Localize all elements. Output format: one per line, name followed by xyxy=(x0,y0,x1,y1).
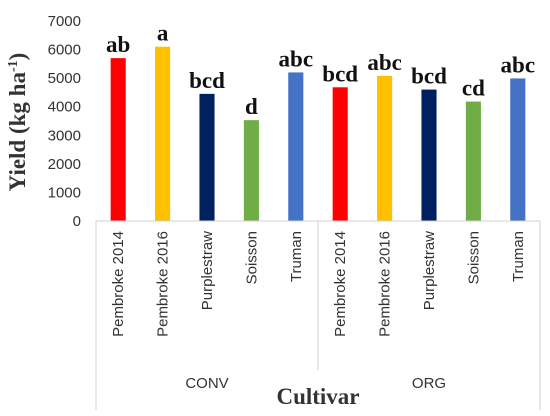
significance-letter: cd xyxy=(462,76,485,101)
group-label-conv: CONV xyxy=(185,375,228,392)
y-axis-title: Yield (kg ha-1) xyxy=(5,53,30,192)
y-tick-label: 0 xyxy=(73,213,81,230)
significance-letter: ab xyxy=(106,32,130,57)
bar-org-soisson xyxy=(465,101,481,221)
x-axis: Pembroke 2014 Pembroke 2016 Purplestraw Soi… xyxy=(95,220,541,410)
significance-letter: bcd xyxy=(189,68,225,93)
y-tick-label: 7000 xyxy=(48,13,81,30)
bar-conv-pembroke-2014 xyxy=(110,58,126,222)
category-label: Pembroke 2014 xyxy=(110,231,127,337)
bar-conv-pembroke-2016 xyxy=(155,46,171,221)
bar-conv-purplestraw xyxy=(199,93,215,221)
x-axis-title: Cultivar xyxy=(276,384,359,409)
category-label: Soisson xyxy=(243,231,260,284)
y-tick-label: 4000 xyxy=(48,99,81,116)
y-tick-label: 5000 xyxy=(48,70,81,87)
y-tick-label: 1000 xyxy=(48,184,81,201)
bars xyxy=(110,46,526,222)
y-axis-title-superscript: -1 xyxy=(6,60,21,72)
significance-letter: bcd xyxy=(322,61,358,86)
y-axis-title-close: ) xyxy=(5,53,30,61)
y-axis: 0 1000 2000 3000 4000 5000 6000 7000 xyxy=(48,13,81,230)
bar-conv-truman xyxy=(288,72,304,221)
significance-letter: abc xyxy=(279,46,314,71)
bar-conv-soisson xyxy=(243,120,259,221)
y-tick-label: 6000 xyxy=(48,42,81,59)
category-label: Pembroke 2014 xyxy=(332,231,349,337)
bar-org-purplestraw xyxy=(421,89,437,221)
significance-letter: d xyxy=(245,94,258,119)
category-label: Soisson xyxy=(465,231,482,284)
category-label: Purplestraw xyxy=(421,231,438,310)
category-label: Purplestraw xyxy=(199,231,216,310)
bar-org-pembroke-2016 xyxy=(377,75,393,221)
group-label-org: ORG xyxy=(412,375,446,392)
category-label: Truman xyxy=(288,231,305,282)
significance-letter: a xyxy=(157,21,169,46)
category-label: Pembroke 2016 xyxy=(155,231,172,337)
category-label: Pembroke 2016 xyxy=(377,231,394,337)
y-axis-title-main: Yield (kg ha xyxy=(5,72,30,192)
category-label: Truman xyxy=(510,231,527,282)
significance-letter: bcd xyxy=(411,64,447,89)
significance-letter: abc xyxy=(367,50,402,75)
bar-org-truman xyxy=(510,78,526,221)
y-tick-label: 3000 xyxy=(48,127,81,144)
y-tick-label: 2000 xyxy=(48,156,81,173)
significance-letter: abc xyxy=(501,52,536,77)
bar-org-pembroke-2014 xyxy=(332,87,348,222)
